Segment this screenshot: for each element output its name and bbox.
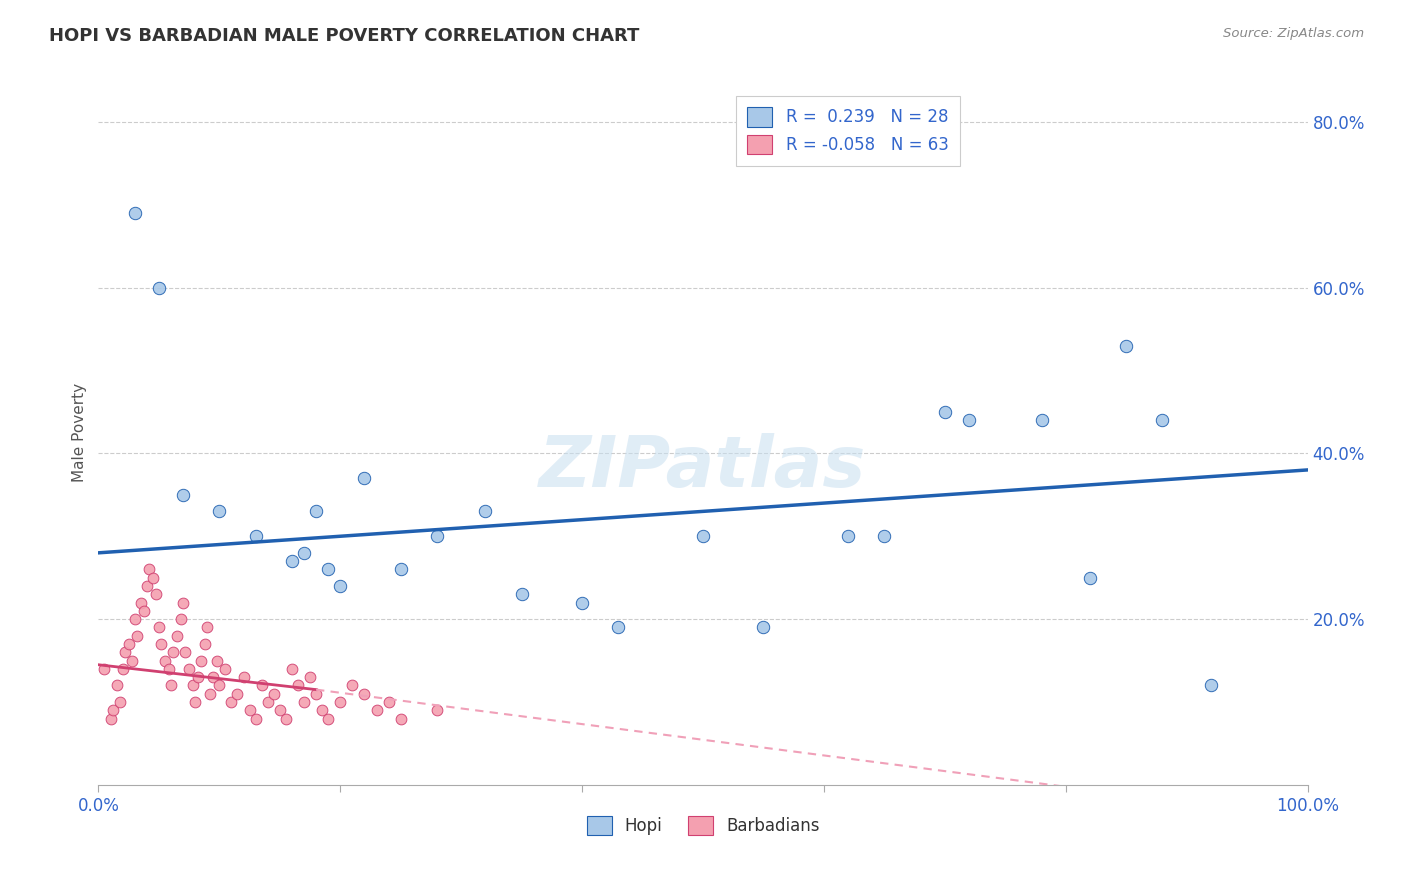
Point xyxy=(135,579,157,593)
Point xyxy=(121,654,143,668)
Point xyxy=(256,695,278,709)
Point xyxy=(118,637,141,651)
Point xyxy=(274,712,297,726)
Point xyxy=(389,712,412,726)
Point xyxy=(205,654,228,668)
Point xyxy=(134,604,156,618)
Point xyxy=(329,695,352,709)
Point xyxy=(179,662,201,676)
Point xyxy=(873,529,896,543)
Point xyxy=(299,670,322,684)
Point xyxy=(221,695,243,709)
Point xyxy=(1152,413,1174,427)
Point xyxy=(226,687,249,701)
Point xyxy=(160,678,183,692)
Point xyxy=(377,695,399,709)
Point xyxy=(208,678,231,692)
Point xyxy=(202,670,225,684)
Point xyxy=(181,678,204,692)
Text: HOPI VS BARBADIAN MALE POVERTY CORRELATION CHART: HOPI VS BARBADIAN MALE POVERTY CORRELATI… xyxy=(49,27,640,45)
Point xyxy=(1115,338,1137,352)
Point xyxy=(174,645,197,659)
Point xyxy=(607,620,630,634)
Point xyxy=(208,504,231,518)
Point xyxy=(172,596,194,610)
Point xyxy=(127,629,149,643)
Point xyxy=(187,670,209,684)
Point xyxy=(172,488,194,502)
Point xyxy=(316,712,339,726)
Point xyxy=(474,504,496,518)
Point xyxy=(245,712,267,726)
Point xyxy=(353,687,375,701)
Y-axis label: Male Poverty: Male Poverty xyxy=(72,383,87,483)
Point xyxy=(195,620,218,634)
Point xyxy=(198,687,221,701)
Point xyxy=(1199,678,1222,692)
Point xyxy=(129,596,152,610)
Point xyxy=(138,562,160,576)
Point xyxy=(837,529,859,543)
Point xyxy=(342,678,364,692)
Point xyxy=(269,703,291,717)
Point xyxy=(311,703,333,717)
Point xyxy=(114,645,136,659)
Point xyxy=(263,687,285,701)
Point xyxy=(1031,413,1053,427)
Point xyxy=(150,637,173,651)
Point xyxy=(571,596,593,610)
Point xyxy=(281,554,304,568)
Point xyxy=(292,546,315,560)
Point xyxy=(232,670,254,684)
Point xyxy=(100,712,122,726)
Point xyxy=(426,529,449,543)
Point xyxy=(124,206,146,220)
Point xyxy=(162,645,184,659)
Point xyxy=(145,587,167,601)
Point xyxy=(124,612,146,626)
Point xyxy=(108,695,131,709)
Point xyxy=(101,703,124,717)
Point xyxy=(1078,571,1101,585)
Point xyxy=(250,678,273,692)
Point xyxy=(957,413,980,427)
Point xyxy=(281,662,304,676)
Point xyxy=(142,571,165,585)
Point xyxy=(366,703,388,717)
Point xyxy=(305,687,328,701)
Text: ZIPatlas: ZIPatlas xyxy=(540,434,866,502)
Point xyxy=(184,695,207,709)
Text: Source: ZipAtlas.com: Source: ZipAtlas.com xyxy=(1223,27,1364,40)
Point xyxy=(692,529,714,543)
Point xyxy=(194,637,217,651)
Point xyxy=(305,504,328,518)
Point xyxy=(292,695,315,709)
Point xyxy=(287,678,309,692)
Point xyxy=(245,529,267,543)
Point xyxy=(153,654,176,668)
Point xyxy=(353,471,375,485)
Point xyxy=(316,562,339,576)
Point xyxy=(510,587,533,601)
Point xyxy=(239,703,262,717)
Point xyxy=(214,662,236,676)
Legend: Hopi, Barbadians: Hopi, Barbadians xyxy=(575,805,831,847)
Point xyxy=(329,579,352,593)
Point xyxy=(148,620,170,634)
Point xyxy=(426,703,449,717)
Point xyxy=(148,280,170,294)
Point xyxy=(389,562,412,576)
Point xyxy=(166,629,188,643)
Point xyxy=(752,620,775,634)
Point xyxy=(157,662,180,676)
Point xyxy=(169,612,191,626)
Point xyxy=(934,405,956,419)
Point xyxy=(190,654,212,668)
Point xyxy=(111,662,134,676)
Point xyxy=(93,662,115,676)
Point xyxy=(105,678,128,692)
